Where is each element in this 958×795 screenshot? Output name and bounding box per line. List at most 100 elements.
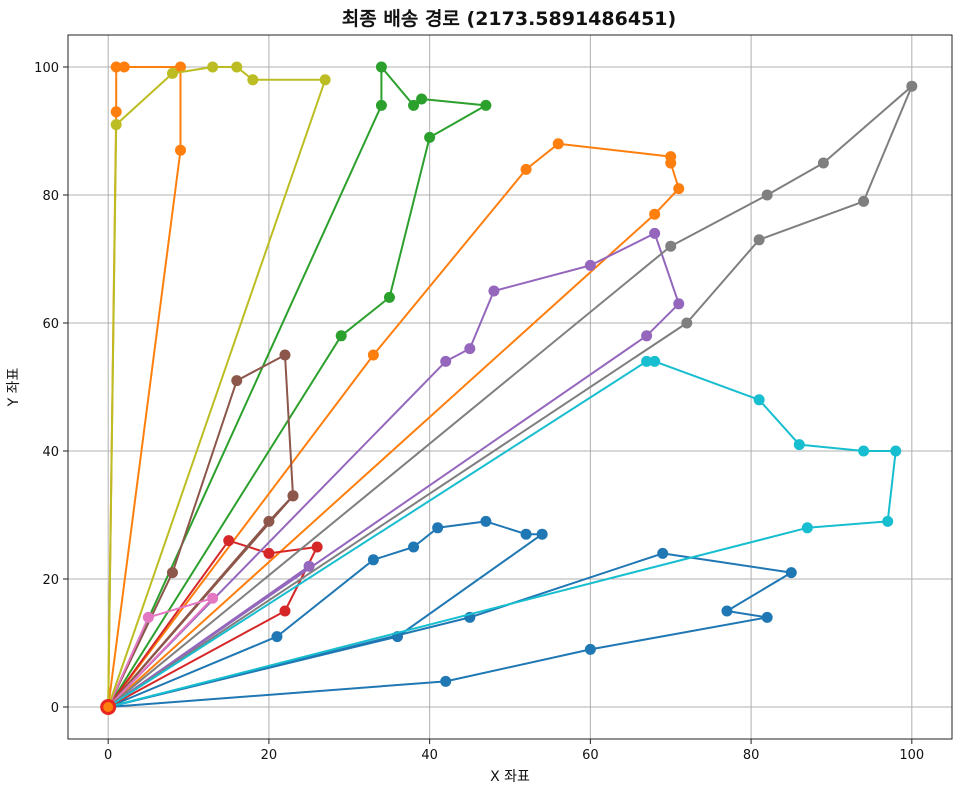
route-series (107, 547, 797, 708)
route-series (107, 349, 299, 708)
route-point (536, 528, 548, 540)
x-tick-label: 20 (261, 748, 278, 763)
route-point (906, 80, 918, 92)
route-point (231, 375, 243, 387)
route-point (303, 560, 315, 572)
route-point (110, 119, 122, 131)
route-point (464, 343, 476, 355)
route-point (175, 61, 187, 73)
x-tick-label: 80 (743, 748, 760, 763)
route-point (279, 605, 291, 617)
y-tick-label: 60 (42, 317, 59, 332)
route-point (287, 490, 299, 502)
route-point (416, 93, 428, 105)
route-series (107, 592, 219, 708)
route-point (817, 157, 829, 169)
route-point (721, 605, 733, 617)
route-point (488, 285, 500, 297)
route-point (681, 317, 693, 329)
route-point (440, 355, 452, 367)
x-tick-label: 60 (582, 748, 599, 763)
route-point (319, 74, 331, 86)
depot-marker-inner (103, 702, 114, 712)
route-point (271, 631, 283, 643)
y-tick-label: 20 (42, 573, 59, 588)
route-series (107, 355, 902, 708)
route-point (584, 259, 596, 271)
route-line (107, 85, 913, 708)
route-point (231, 61, 243, 73)
route-point (480, 515, 492, 527)
route-line (107, 539, 319, 708)
route-point (110, 61, 122, 73)
route-line (107, 597, 214, 708)
route-point (118, 61, 130, 73)
route-point (335, 330, 347, 342)
route-point (552, 138, 564, 150)
route-point (207, 592, 219, 604)
route-point (166, 567, 178, 579)
route-point (649, 227, 661, 239)
route-series (107, 61, 331, 708)
route-point (890, 445, 902, 457)
route-point (520, 163, 532, 175)
route-point (649, 355, 661, 367)
route-point (311, 541, 323, 553)
route-point (753, 394, 765, 406)
route-line (107, 520, 544, 708)
ticks: 0 20 40 60 80 100 0 20 40 60 80 100 (34, 61, 924, 763)
route-series (107, 61, 187, 708)
y-tick-label: 100 (34, 61, 59, 76)
route-point (207, 61, 219, 73)
route-point (375, 99, 387, 111)
route-series (107, 138, 685, 708)
route-point (279, 349, 291, 361)
route-point (657, 547, 669, 559)
route-line (107, 354, 294, 708)
route-point (761, 189, 773, 201)
y-tick-label: 80 (42, 189, 59, 204)
route-point (858, 445, 870, 457)
route-point (641, 330, 653, 342)
plot-frame (67, 34, 953, 740)
x-tick-label: 100 (899, 748, 924, 763)
route-point (882, 515, 894, 527)
route-point (440, 675, 452, 687)
y-tick-label: 40 (42, 445, 59, 460)
route-point (424, 131, 436, 143)
route-point (408, 541, 420, 553)
x-axis-label: X 좌표 (490, 769, 530, 785)
route-point (793, 439, 805, 451)
route-point (584, 643, 596, 655)
route-point (665, 240, 677, 252)
grid (68, 35, 952, 739)
route-point (785, 567, 797, 579)
route-line (107, 66, 487, 708)
route-line (107, 66, 327, 708)
chart-title: 최종 배송 경로 (2173.5891486451) (342, 8, 676, 30)
route-point (263, 515, 275, 527)
x-tick-label: 0 (104, 748, 112, 763)
route-point (649, 208, 661, 220)
route-point (175, 144, 187, 156)
route-point (673, 298, 685, 310)
route-point (761, 611, 773, 623)
route-point (383, 291, 395, 303)
route-series (107, 535, 323, 708)
route-series (107, 80, 918, 708)
route-point (801, 522, 813, 534)
route-point (367, 554, 379, 566)
route-point (858, 195, 870, 207)
route-point (367, 349, 379, 361)
route-point (263, 547, 275, 559)
series-layer (100, 61, 918, 715)
route-point (223, 535, 235, 547)
route-series (107, 515, 548, 708)
route-point (641, 355, 653, 367)
route-point (247, 74, 259, 86)
route-point (480, 99, 492, 111)
route-series (107, 227, 685, 708)
route-series (107, 560, 315, 708)
y-axis-label: Y 좌표 (6, 368, 22, 408)
